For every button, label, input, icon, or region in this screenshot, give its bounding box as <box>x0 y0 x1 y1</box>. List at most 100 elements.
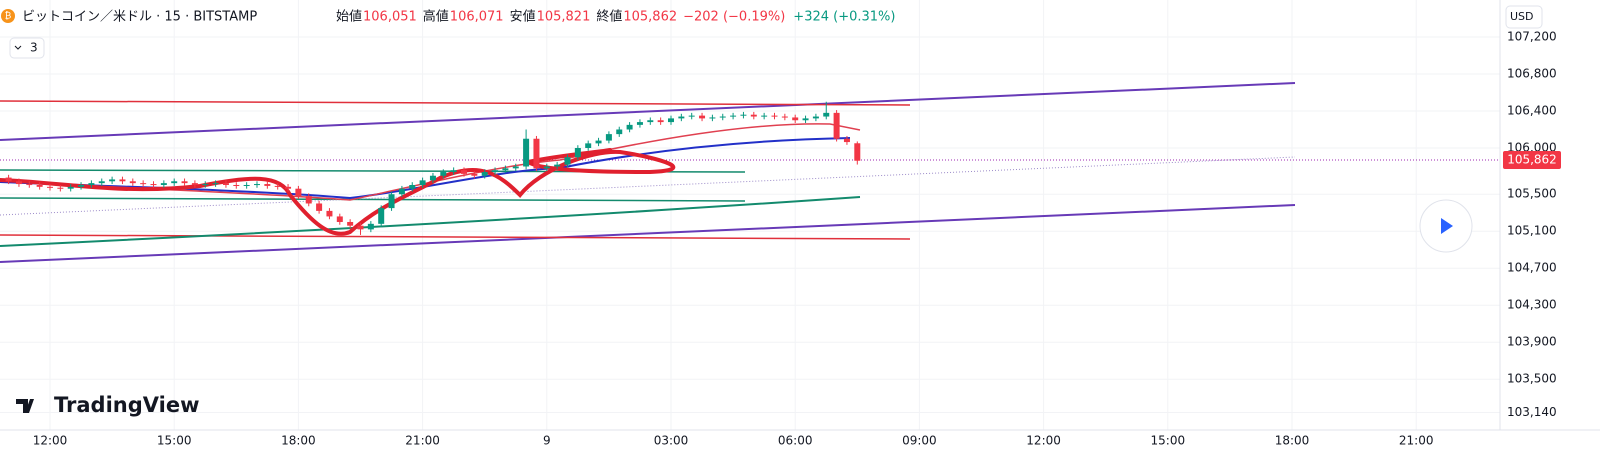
candle-body <box>336 216 343 222</box>
currency[interactable]: USD <box>1510 10 1534 23</box>
drawings <box>0 82 1500 263</box>
trend-line <box>0 156 1296 216</box>
candle-body <box>347 221 354 226</box>
moving-average <box>0 196 861 247</box>
candle-body <box>15 181 22 185</box>
x-tick-label: 21:00 <box>1399 434 1434 448</box>
candle-body <box>543 166 550 169</box>
candle-body <box>129 181 136 184</box>
ohlc: 始値 106,051 高値 106,071 安値 105,821 終値 105,862 −202… <box>336 9 895 25</box>
candle-body <box>657 120 664 123</box>
candle-body <box>119 179 126 182</box>
candle-body <box>409 184 416 189</box>
trend-line <box>0 204 1296 263</box>
x-tick-label: 21:00 <box>405 434 440 448</box>
x-tick-label: 9 <box>543 434 551 448</box>
y-tick-label: 103,140 <box>1507 405 1557 419</box>
x-tick-label: 06:00 <box>778 434 813 448</box>
y-tick-label: 105,500 <box>1507 187 1557 201</box>
ohlc-label: 始値 <box>336 9 362 25</box>
candle-body <box>761 115 768 117</box>
candle-body <box>833 112 840 139</box>
candle-body <box>730 115 737 117</box>
candle-body <box>285 186 292 189</box>
candle-body <box>326 210 333 217</box>
candle-body <box>36 184 43 187</box>
logo-mark <box>16 399 34 413</box>
candle-body <box>26 184 33 186</box>
candle-body <box>523 138 530 167</box>
chevron <box>14 45 22 50</box>
candle-body <box>181 181 188 184</box>
candle-body <box>802 118 809 121</box>
ohlc-label: 安値 <box>510 9 536 25</box>
y-tick-label: 107,200 <box>1507 29 1557 43</box>
candle-body <box>781 116 788 118</box>
x-tick-label: 03:00 <box>654 434 689 448</box>
x-tick-label: 18:00 <box>1275 434 1310 448</box>
candle-body <box>843 138 850 143</box>
candle-body <box>160 183 167 185</box>
change: −202 (−0.19%) <box>683 10 785 25</box>
candle-body <box>243 184 250 186</box>
candle-body <box>440 172 447 176</box>
candle-body <box>264 184 271 186</box>
candle-body <box>533 138 540 169</box>
horizontal-line <box>0 100 911 106</box>
y-tick-label: 104,300 <box>1507 298 1557 312</box>
y-tick-label: 104,700 <box>1507 261 1557 275</box>
candle-body <box>823 112 830 117</box>
candle-body <box>378 208 385 224</box>
coin-symbol: ₿ <box>5 11 12 22</box>
y-tick-label: 106,000 <box>1507 140 1557 154</box>
candle-body <box>212 183 219 185</box>
horizontal-line <box>0 234 911 240</box>
currency-box[interactable] <box>1505 5 1543 29</box>
indicator-toggle[interactable] <box>9 37 45 59</box>
candle-body <box>357 225 364 230</box>
last-price-label: 105,862 <box>1507 153 1557 167</box>
y-tick-label: 103,900 <box>1507 335 1557 349</box>
x-tick-label: 15:00 <box>157 434 192 448</box>
candle-body <box>67 186 74 189</box>
candle-body <box>88 183 95 185</box>
play-icon <box>1441 218 1453 234</box>
ohlc-value: 105,821 <box>537 10 591 25</box>
candle-body <box>740 114 747 116</box>
x-tick-label: 09:00 <box>902 434 937 448</box>
change-session: +324 (+0.31%) <box>793 10 895 25</box>
candle-body <box>46 186 53 188</box>
grid: 107,200 106,800 106,400 106,000 105,500 105,1… <box>0 0 1557 448</box>
candle-body <box>109 179 116 182</box>
candle-body <box>222 183 229 185</box>
x-tick-label: 12:00 <box>33 434 68 448</box>
candle-body <box>429 175 436 181</box>
coin-icon <box>1 9 15 23</box>
candle-body <box>595 140 602 144</box>
ohlc-label: 高値 <box>423 9 449 25</box>
ohlc-value: 106,051 <box>363 10 417 25</box>
indicator-count[interactable]: 3 <box>30 41 38 55</box>
symbol[interactable]: ビットコイン／米ドル · 15 · BITSTAMP <box>22 10 257 25</box>
candle-body <box>150 184 157 186</box>
candle-body <box>78 184 85 187</box>
x-tick-label: 15:00 <box>1151 434 1186 448</box>
candle-body <box>709 117 716 119</box>
last-price-box <box>1503 151 1561 169</box>
candle-body <box>512 166 519 169</box>
trend-line <box>0 82 1296 141</box>
ohlc-label: 終値 <box>596 9 622 25</box>
y-tick-label: 103,500 <box>1507 372 1557 386</box>
brand[interactable]: TradingView <box>54 393 199 417</box>
ohlc-value: 106,071 <box>450 10 504 25</box>
candle-body <box>295 188 302 197</box>
candle-body <box>140 183 147 185</box>
candle-body <box>481 172 488 176</box>
candle-body <box>471 173 478 176</box>
candle-body <box>750 114 757 117</box>
candle-body <box>812 116 819 119</box>
candle-body <box>5 177 12 182</box>
candle-body <box>171 181 178 184</box>
candle-body <box>367 223 374 230</box>
